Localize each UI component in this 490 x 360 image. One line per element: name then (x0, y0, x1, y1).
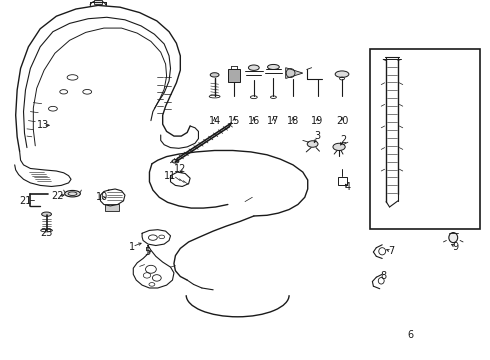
Ellipse shape (248, 65, 259, 71)
Ellipse shape (42, 212, 51, 216)
Text: 17: 17 (267, 116, 280, 126)
Text: 18: 18 (287, 116, 299, 126)
Bar (338, 177, 347, 185)
Ellipse shape (449, 233, 458, 243)
Text: 4: 4 (345, 182, 351, 192)
Text: 22: 22 (51, 191, 64, 201)
Text: 10: 10 (96, 192, 108, 202)
Text: 21: 21 (19, 196, 32, 206)
Text: 15: 15 (228, 116, 241, 126)
Polygon shape (286, 68, 303, 78)
Text: 19: 19 (312, 116, 323, 126)
Text: 20: 20 (336, 116, 348, 126)
Text: 9: 9 (453, 242, 459, 252)
Text: 8: 8 (380, 271, 386, 282)
Ellipse shape (172, 159, 179, 163)
Ellipse shape (333, 143, 345, 150)
Text: 3: 3 (315, 131, 320, 141)
Text: 1: 1 (129, 242, 135, 252)
Text: 23: 23 (40, 228, 53, 238)
Bar (105, 204, 119, 211)
Text: 6: 6 (408, 330, 414, 340)
Text: 12: 12 (174, 164, 187, 174)
Ellipse shape (268, 64, 279, 69)
Text: 16: 16 (248, 116, 260, 126)
Text: 14: 14 (209, 116, 221, 126)
Text: 2: 2 (340, 135, 346, 145)
Bar (370, 49, 480, 229)
Text: 11: 11 (164, 171, 176, 181)
Bar (228, 69, 240, 82)
Ellipse shape (65, 190, 80, 197)
Text: 13: 13 (37, 120, 49, 130)
Text: 5: 5 (144, 247, 150, 257)
Bar (94, 0, 102, 4)
Ellipse shape (210, 73, 219, 77)
Text: 7: 7 (388, 246, 394, 256)
Ellipse shape (335, 71, 349, 77)
Ellipse shape (307, 141, 318, 147)
